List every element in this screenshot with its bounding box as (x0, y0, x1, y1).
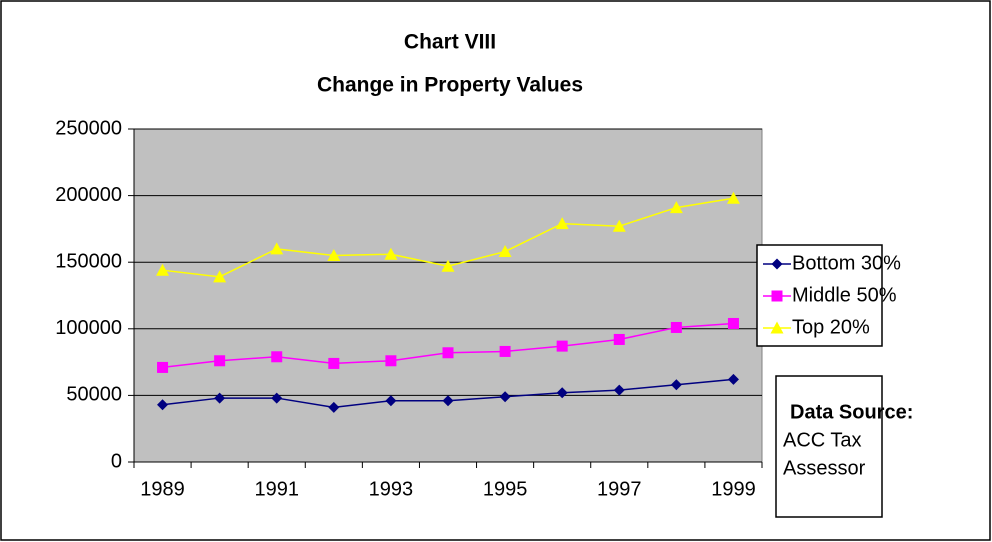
data-point (271, 392, 283, 404)
data-point (498, 245, 512, 258)
legend-marker (770, 321, 784, 334)
data-point (670, 379, 682, 391)
data-point (442, 395, 454, 407)
legend-label: Bottom 30% (792, 252, 901, 274)
data-point (442, 347, 454, 359)
y-tick-label: 250000 (55, 117, 122, 139)
data-point (385, 355, 397, 367)
legend-marker (771, 290, 783, 302)
data-point (499, 345, 511, 357)
x-tick-label: 1991 (254, 478, 299, 500)
data-point (157, 361, 169, 373)
data-point (441, 259, 455, 272)
data-point (270, 242, 284, 255)
data-point (213, 270, 227, 283)
data-point (328, 357, 340, 369)
data-point (327, 249, 341, 262)
data-point (726, 191, 740, 204)
source-line: ACC Tax (783, 429, 862, 451)
x-tick-label: 1999 (711, 478, 756, 500)
y-tick-label: 100000 (55, 317, 122, 339)
plot-area (133, 128, 763, 463)
legend-label: Top 20% (792, 316, 870, 338)
chart-title: Chart VIII (404, 31, 496, 54)
data-point (499, 391, 511, 403)
x-tick-label: 1995 (483, 478, 528, 500)
data-point (727, 373, 739, 385)
data-point (271, 351, 283, 363)
data-point (214, 355, 226, 367)
data-point (555, 217, 569, 230)
y-tick-label: 150000 (55, 250, 122, 272)
data-point (670, 321, 682, 333)
data-point (556, 340, 568, 352)
data-point (613, 333, 625, 345)
source-line: Assessor (783, 457, 866, 479)
data-point (727, 317, 739, 329)
data-point (612, 219, 626, 232)
legend-marker (771, 258, 783, 270)
source-label: Data Source: (790, 401, 913, 423)
data-point (156, 263, 170, 276)
data-point (384, 247, 398, 260)
y-tick-label: 200000 (55, 184, 122, 206)
data-point (613, 384, 625, 396)
chart-subtitle: Change in Property Values (317, 74, 583, 97)
x-tick-label: 1993 (369, 478, 414, 500)
y-tick-label: 50000 (66, 384, 122, 406)
x-tick-label: 1989 (140, 478, 185, 500)
data-point (157, 399, 169, 411)
data-point (669, 201, 683, 214)
data-point (385, 395, 397, 407)
data-point (214, 392, 226, 404)
x-tick-label: 1997 (597, 478, 642, 500)
data-point (328, 401, 340, 413)
data-point (556, 387, 568, 399)
source-box (775, 375, 883, 518)
legend-label: Middle 50% (792, 284, 897, 306)
y-tick-label: 0 (111, 450, 122, 472)
